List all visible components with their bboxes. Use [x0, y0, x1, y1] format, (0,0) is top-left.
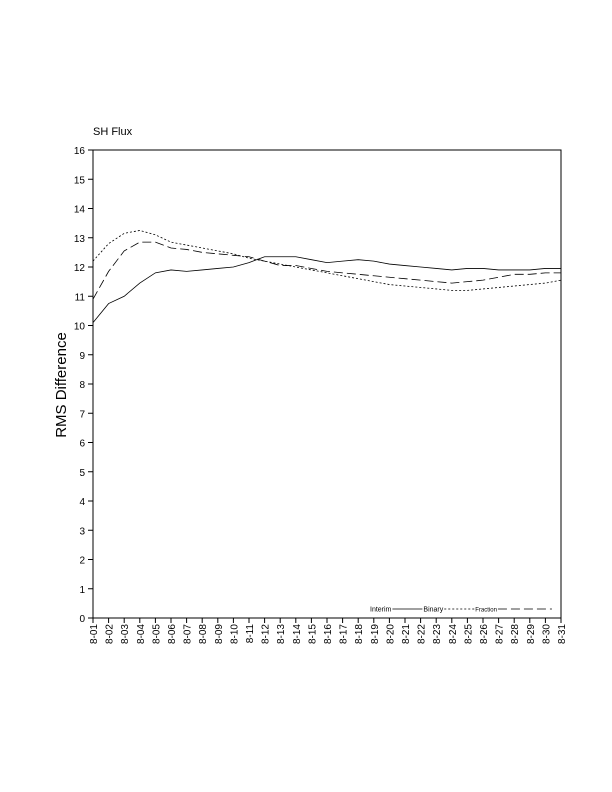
- x-tick-label: 8-08: [198, 624, 209, 644]
- x-tick-label: 8-17: [339, 624, 350, 644]
- x-tick-label: 8-14: [292, 624, 303, 644]
- x-tick-label: 8-12: [261, 624, 272, 644]
- x-tick-label: 8-25: [463, 624, 474, 644]
- y-tick-label: 8: [79, 380, 85, 391]
- x-tick-label: 8-18: [354, 624, 365, 644]
- x-tick-label: 8-22: [417, 624, 428, 644]
- x-tick-label: 8-09: [214, 624, 225, 644]
- legend-label: Fraction: [475, 608, 497, 614]
- x-tick-label: 8-28: [510, 624, 521, 644]
- x-tick-label: 8-19: [370, 624, 381, 644]
- x-tick-label: 8-11: [245, 624, 256, 644]
- y-tick-label: 12: [74, 263, 86, 274]
- y-tick-label: 6: [79, 439, 85, 450]
- x-tick-label: 8-24: [448, 624, 459, 644]
- x-tick-label: 8-10: [229, 624, 240, 644]
- chart-title: SH Flux: [93, 126, 133, 138]
- x-tick-label: 8-20: [385, 624, 396, 644]
- legend-label: Binary: [423, 607, 443, 614]
- x-tick-label: 8-29: [526, 624, 537, 644]
- y-tick-label: 9: [79, 351, 85, 362]
- series-line: [92, 256, 561, 323]
- y-tick-label: 2: [79, 556, 85, 567]
- x-tick-label: 8-03: [120, 624, 131, 644]
- y-tick-label: 3: [79, 526, 85, 537]
- y-tick-label: 14: [74, 205, 86, 216]
- x-tick-label: 8-13: [276, 624, 287, 644]
- y-tick-label: 1: [79, 585, 85, 596]
- series-line: [92, 241, 561, 300]
- x-tick-label: 8-31: [557, 624, 568, 644]
- y-axis-label: RMS Difference: [53, 332, 70, 438]
- y-tick-label: 11: [75, 292, 86, 303]
- x-tick-label: 8-02: [105, 624, 116, 644]
- x-tick-label: 8-16: [323, 624, 334, 644]
- y-tick-label: 5: [79, 468, 85, 479]
- x-tick-label: 8-27: [495, 624, 506, 644]
- y-tick-label: 7: [79, 409, 85, 420]
- x-tick-label: 8-05: [151, 624, 162, 644]
- y-tick-label: 10: [74, 322, 86, 333]
- y-tick-label: 4: [79, 497, 85, 508]
- x-tick-label: 8-26: [479, 624, 490, 644]
- x-tick-label: 8-30: [541, 624, 552, 644]
- y-tick-label: 15: [74, 175, 86, 186]
- y-tick-label: 16: [74, 146, 86, 157]
- y-tick-label: 13: [74, 234, 86, 245]
- legend-label: Interim: [370, 607, 392, 614]
- x-tick-label: 8-21: [401, 624, 412, 644]
- x-tick-label: 8-15: [307, 624, 318, 644]
- x-tick-label: 8-23: [432, 624, 443, 644]
- y-tick-label: 0: [79, 614, 85, 625]
- x-tick-label: 8-06: [167, 624, 178, 644]
- x-tick-label: 8-01: [89, 624, 100, 644]
- x-tick-label: 8-04: [136, 624, 147, 644]
- x-tick-label: 8-07: [183, 624, 194, 644]
